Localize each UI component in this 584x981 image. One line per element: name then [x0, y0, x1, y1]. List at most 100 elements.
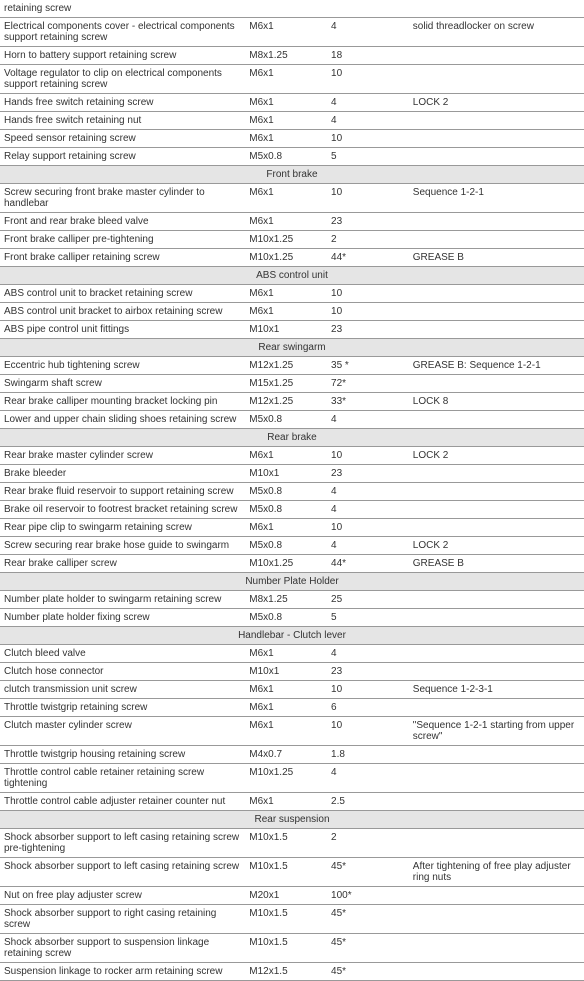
cell-thread: M5x0.8: [245, 501, 327, 519]
cell-note: LOCK 8: [409, 393, 584, 411]
cell-note: [409, 746, 584, 764]
cell-note: [409, 483, 584, 501]
cell-thread: M10x1.25: [245, 764, 327, 793]
cell-thread: [245, 0, 327, 18]
cell-thread: M5x0.8: [245, 537, 327, 555]
cell-torque: 10: [327, 285, 409, 303]
cell-description: retaining screw: [0, 0, 245, 18]
cell-thread: M4x0.7: [245, 746, 327, 764]
cell-torque: 10: [327, 65, 409, 94]
cell-note: LOCK 2: [409, 537, 584, 555]
cell-description: Screw securing front brake master cylind…: [0, 184, 245, 213]
cell-torque: 23: [327, 465, 409, 483]
cell-note: [409, 321, 584, 339]
table-row: ABS control unit bracket to airbox retai…: [0, 303, 584, 321]
cell-thread: M6x1: [245, 447, 327, 465]
cell-description: Number plate holder to swingarm retainin…: [0, 591, 245, 609]
cell-torque: [327, 0, 409, 18]
cell-thread: M10x1.25: [245, 231, 327, 249]
cell-torque: 4: [327, 18, 409, 47]
cell-note: After tightening of free play adjuster r…: [409, 858, 584, 887]
cell-description: Number plate holder fixing screw: [0, 609, 245, 627]
cell-thread: M8x1.25: [245, 47, 327, 65]
cell-torque: 4: [327, 112, 409, 130]
cell-thread: M5x0.8: [245, 483, 327, 501]
table-row: Throttle control cable retainer retainin…: [0, 764, 584, 793]
cell-note: [409, 519, 584, 537]
table-row: ABS control unit to bracket retaining sc…: [0, 285, 584, 303]
cell-note: [409, 112, 584, 130]
table-row: Clutch hose connectorM10x123: [0, 663, 584, 681]
table-row: Throttle control cable adjuster retainer…: [0, 793, 584, 811]
table-row: Rear brake master cylinder screwM6x110LO…: [0, 447, 584, 465]
cell-thread: M8x1.25: [245, 591, 327, 609]
table-row: Clutch bleed valveM6x14: [0, 645, 584, 663]
cell-torque: 6: [327, 699, 409, 717]
cell-description: Horn to battery support retaining screw: [0, 47, 245, 65]
table-row: Rear brake calliper screwM10x1.2544*GREA…: [0, 555, 584, 573]
cell-torque: 44*: [327, 249, 409, 267]
cell-description: Voltage regulator to clip on electrical …: [0, 65, 245, 94]
cell-torque: 23: [327, 213, 409, 231]
cell-description: Front brake calliper pre-tightening: [0, 231, 245, 249]
cell-description: Rear brake calliper mounting bracket loc…: [0, 393, 245, 411]
table-row: Number plate holder to swingarm retainin…: [0, 591, 584, 609]
cell-thread: M10x1.5: [245, 829, 327, 858]
cell-thread: M10x1.25: [245, 249, 327, 267]
cell-description: Throttle control cable retainer retainin…: [0, 764, 245, 793]
cell-note: Sequence 1-2-1: [409, 184, 584, 213]
cell-description: Lower and upper chain sliding shoes reta…: [0, 411, 245, 429]
cell-thread: M6x1: [245, 303, 327, 321]
cell-note: [409, 285, 584, 303]
cell-note: [409, 764, 584, 793]
cell-note: [409, 934, 584, 963]
cell-note: [409, 130, 584, 148]
table-row: Screw securing rear brake hose guide to …: [0, 537, 584, 555]
cell-torque: 4: [327, 501, 409, 519]
section-header: Rear brake: [0, 429, 584, 447]
cell-torque: 25: [327, 591, 409, 609]
cell-thread: M10x1: [245, 663, 327, 681]
cell-note: [409, 699, 584, 717]
cell-description: Rear brake master cylinder screw: [0, 447, 245, 465]
table-row: Number plate holder fixing screwM5x0.85: [0, 609, 584, 627]
cell-description: Throttle control cable adjuster retainer…: [0, 793, 245, 811]
cell-thread: M10x1.5: [245, 934, 327, 963]
table-row: clutch transmission unit screwM6x110Sequ…: [0, 681, 584, 699]
cell-note: GREASE B: [409, 555, 584, 573]
cell-thread: M6x1: [245, 213, 327, 231]
cell-note: [409, 213, 584, 231]
table-row: Clutch master cylinder screwM6x110"Seque…: [0, 717, 584, 746]
cell-thread: M6x1: [245, 699, 327, 717]
cell-torque: 10: [327, 184, 409, 213]
cell-description: Eccentric hub tightening screw: [0, 357, 245, 375]
table-row: Front and rear brake bleed valveM6x123: [0, 213, 584, 231]
cell-note: [409, 887, 584, 905]
section-title: Handlebar - Clutch lever: [0, 627, 584, 645]
table-row: ABS pipe control unit fittingsM10x123: [0, 321, 584, 339]
cell-description: Clutch hose connector: [0, 663, 245, 681]
cell-note: LOCK 2: [409, 94, 584, 112]
table-row: retaining screw: [0, 0, 584, 18]
section-title: ABS control unit: [0, 267, 584, 285]
table-row: Throttle twistgrip retaining screwM6x16: [0, 699, 584, 717]
cell-torque: 1.8: [327, 746, 409, 764]
cell-note: [409, 501, 584, 519]
cell-torque: 35 *: [327, 357, 409, 375]
cell-torque: 10: [327, 717, 409, 746]
cell-note: [409, 663, 584, 681]
cell-description: Rear brake fluid reservoir to support re…: [0, 483, 245, 501]
table-row: Rear pipe clip to swingarm retaining scr…: [0, 519, 584, 537]
cell-description: clutch transmission unit screw: [0, 681, 245, 699]
table-row: Shock absorber support to left casing re…: [0, 858, 584, 887]
cell-note: [409, 411, 584, 429]
cell-thread: M6x1: [245, 519, 327, 537]
cell-torque: 2: [327, 231, 409, 249]
table-row: Hands free switch retaining screwM6x14LO…: [0, 94, 584, 112]
cell-thread: M15x1.25: [245, 375, 327, 393]
cell-torque: 45*: [327, 934, 409, 963]
cell-description: ABS control unit to bracket retaining sc…: [0, 285, 245, 303]
cell-description: Shock absorber support to left casing re…: [0, 829, 245, 858]
table-row: Speed sensor retaining screwM6x110: [0, 130, 584, 148]
cell-torque: 10: [327, 130, 409, 148]
